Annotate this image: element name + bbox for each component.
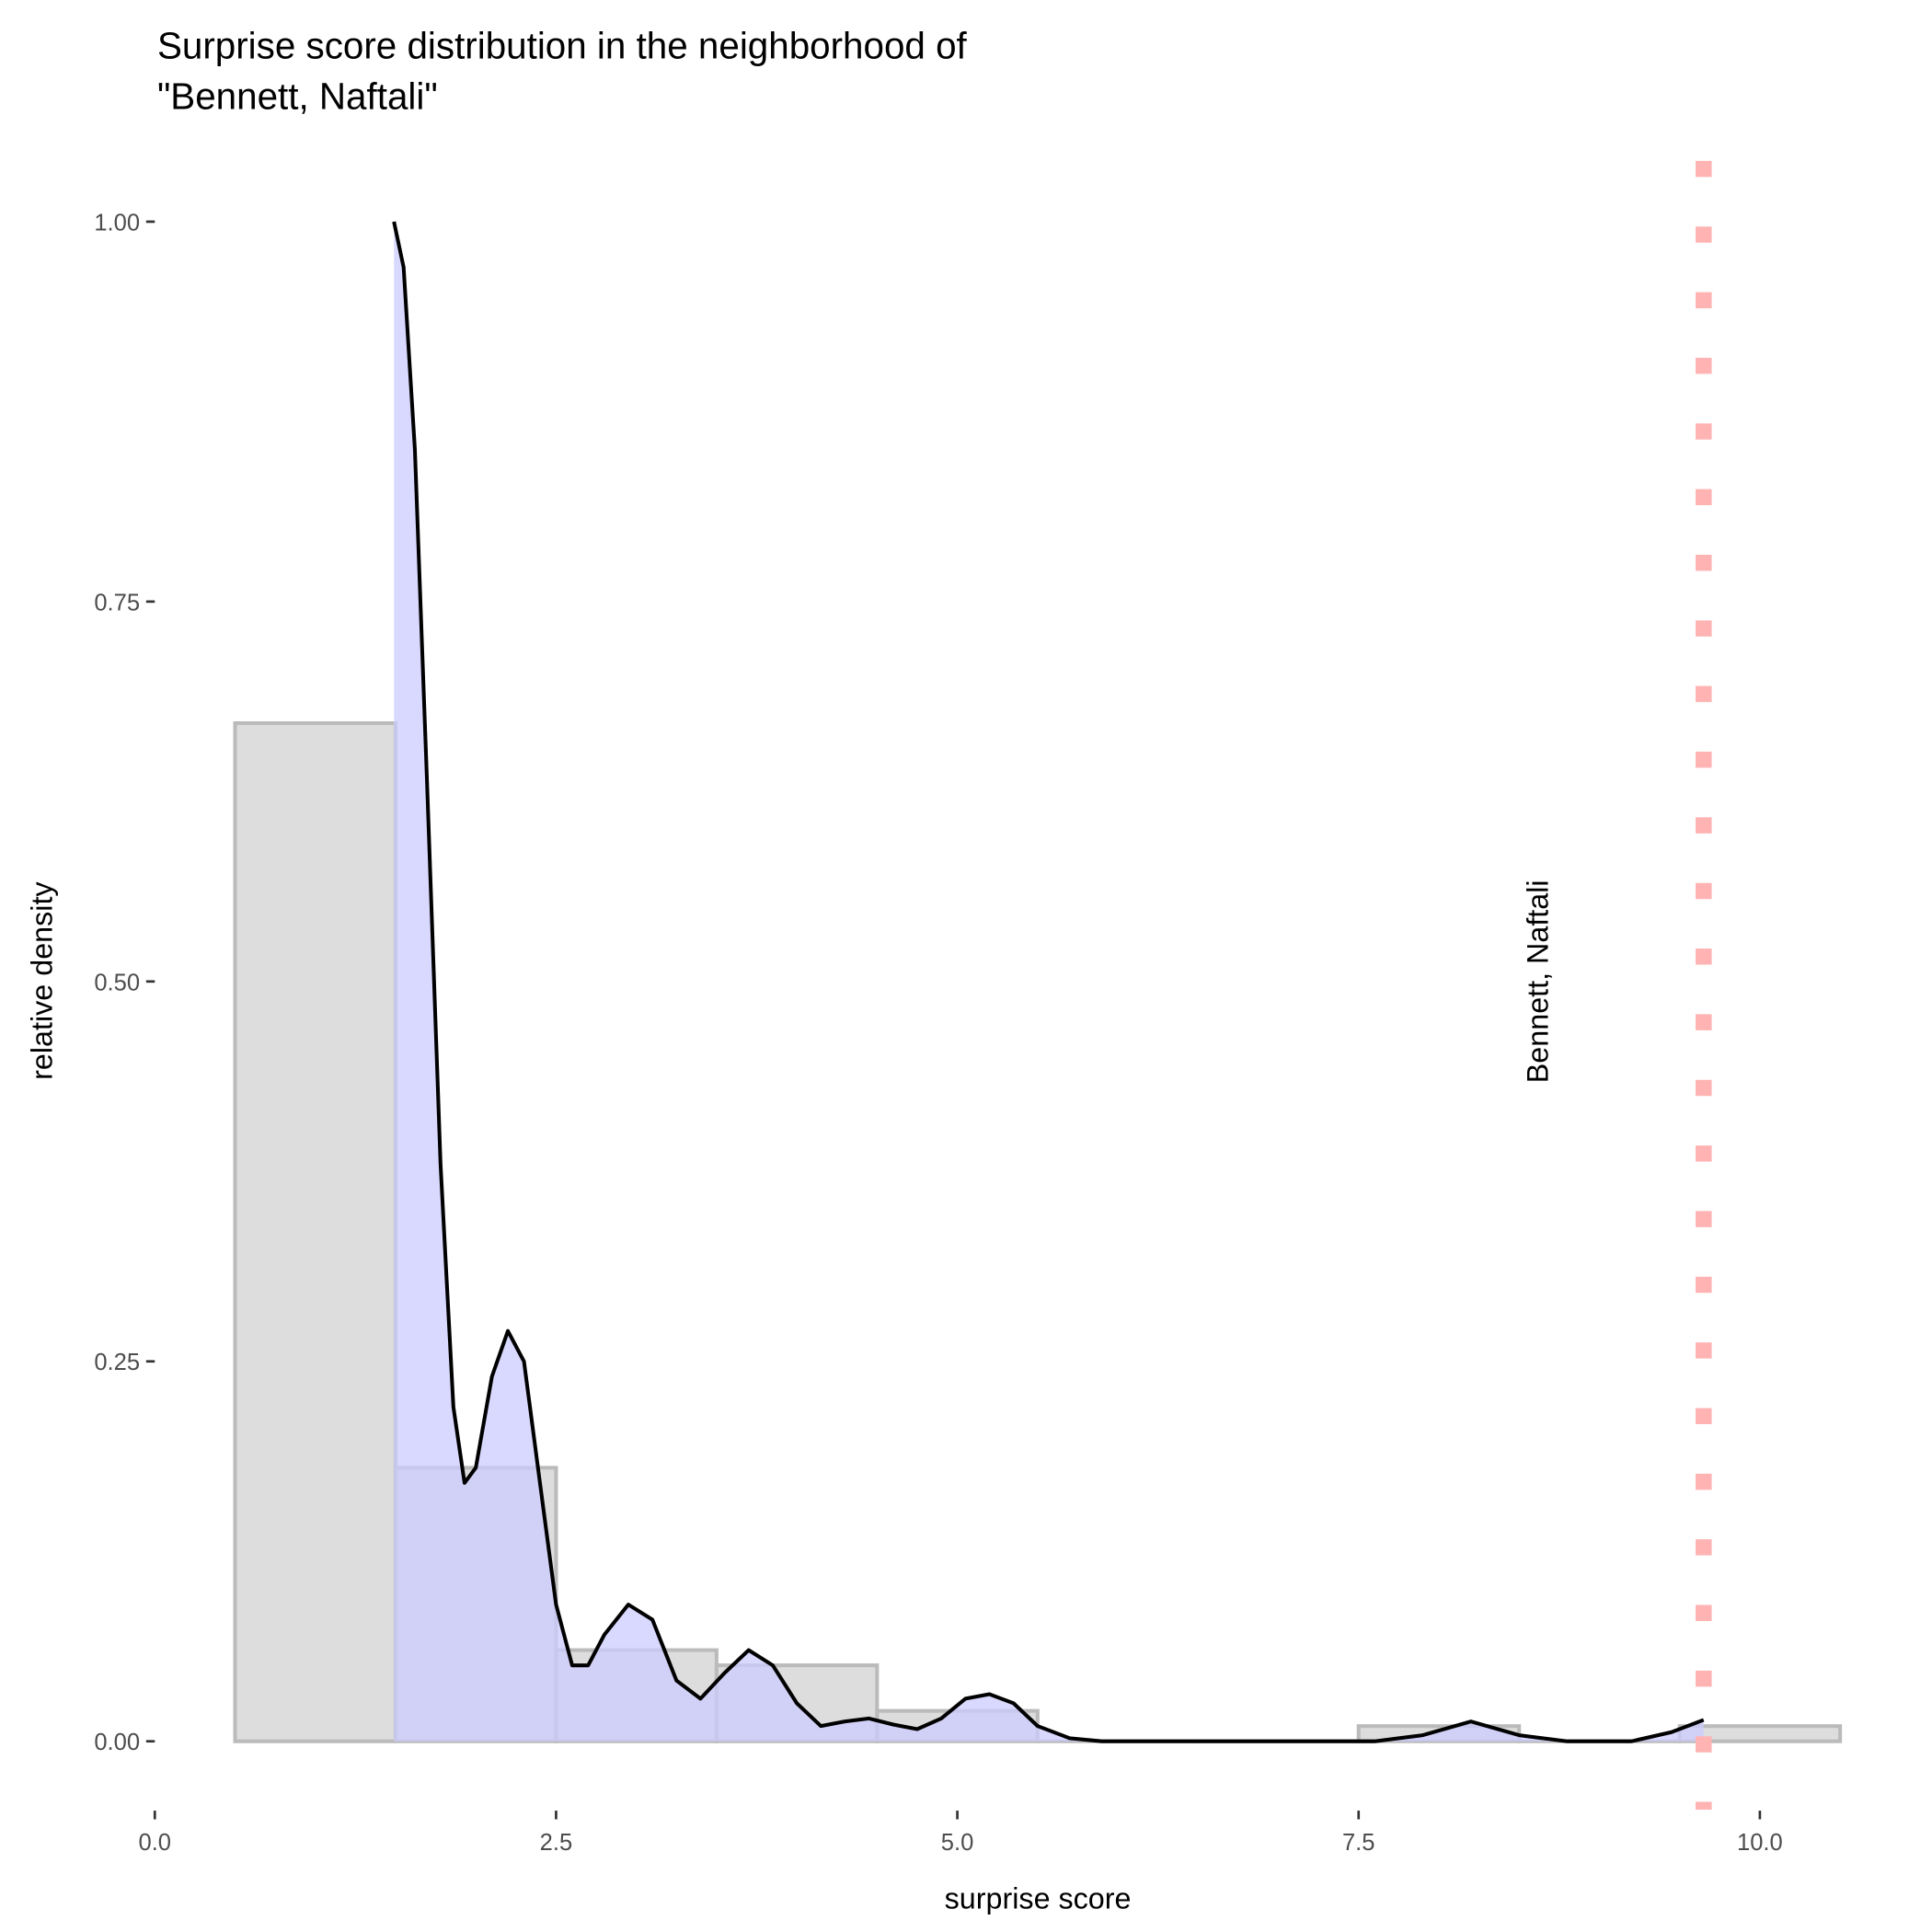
x-tick-label: 2.5 <box>540 1830 573 1856</box>
x-tick-label: 0.0 <box>138 1830 171 1856</box>
x-tick-label: 5.0 <box>941 1830 974 1856</box>
y-tick-label: 1.00 <box>94 210 140 236</box>
y-tick-label: 0.75 <box>94 590 140 615</box>
density-area <box>394 221 1704 1742</box>
x-tick-label: 10.0 <box>1737 1830 1783 1856</box>
y-tick-label: 0.25 <box>94 1350 140 1375</box>
chart-title-line1: Surprise score distribution in the neigh… <box>157 24 968 66</box>
x-tick-label: 7.5 <box>1342 1830 1375 1856</box>
y-tick-label: 0.50 <box>94 970 140 995</box>
histogram-bar <box>233 721 397 1743</box>
marker-label: Bennett, Naftali <box>1522 880 1555 1083</box>
density-curve <box>392 221 1705 1743</box>
y-tick-label: 0.00 <box>94 1730 140 1755</box>
y-axis-label: relative density <box>26 881 59 1080</box>
chart-title-line2: "Bennett, Naftali" <box>157 75 438 117</box>
x-axis-label: surprise score <box>945 1881 1132 1915</box>
marker-layer: Bennett, Naftali <box>1522 160 1712 1811</box>
density-layer <box>392 221 1705 1743</box>
axes: 0.0 2.5 5.0 7.5 10.0 0.00 0.25 0.50 0.75 1.00 <box>94 210 1782 1856</box>
